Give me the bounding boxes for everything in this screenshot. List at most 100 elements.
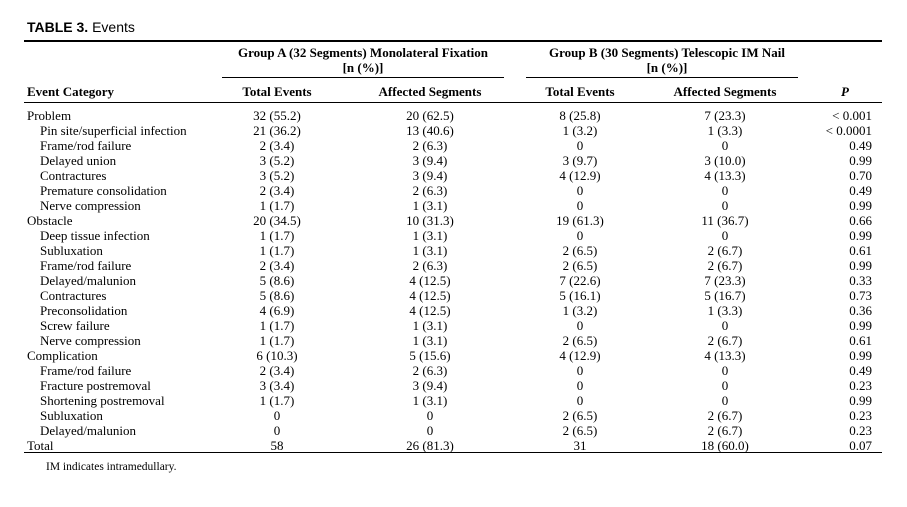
table-number: TABLE 3.	[27, 19, 89, 35]
col-b-total-events: Total Events	[545, 84, 615, 99]
cell-event-category: Frame/rod failure	[40, 138, 132, 153]
cell-a-affected: 2 (6.3)	[412, 183, 448, 198]
table-row: Problem 32 (55.2) 20 (62.5) 8 (25.8) 7 (23.3…	[0, 108, 907, 123]
cell-p-value: 0.23	[849, 408, 872, 423]
cell-a-total: 3 (5.2)	[259, 153, 295, 168]
cell-b-total: 1 (3.2)	[562, 123, 598, 138]
cell-a-total: 2 (3.4)	[259, 183, 295, 198]
cell-b-total: 2 (6.5)	[562, 243, 598, 258]
cell-b-total: 5 (16.1)	[559, 288, 601, 303]
cell-a-affected: 0	[426, 423, 434, 438]
table-row: Contractures 5 (8.6) 4 (12.5) 5 (16.1) 5 (16…	[0, 288, 907, 303]
cell-a-affected: 4 (12.5)	[409, 303, 451, 318]
col-event-category: Event Category	[27, 84, 115, 99]
table-row: Total 58 26 (81.3) 31 18 (60.0) 0.07	[0, 438, 907, 453]
cell-p-value: 0.49	[849, 183, 872, 198]
cell-p-value: 0.49	[849, 363, 872, 378]
cell-event-category: Total	[27, 438, 54, 453]
cell-b-affected: 0	[721, 228, 729, 243]
cell-a-total: 2 (3.4)	[259, 138, 295, 153]
cell-event-category: Subluxation	[40, 243, 103, 258]
cell-a-total: 20 (34.5)	[253, 213, 301, 228]
cell-b-total: 0	[576, 228, 584, 243]
col-p-value: P	[841, 84, 849, 99]
group-b-rule	[526, 77, 798, 78]
cell-b-total: 19 (61.3)	[556, 213, 604, 228]
cell-a-affected: 2 (6.3)	[412, 138, 448, 153]
cell-b-total: 0	[576, 318, 584, 333]
cell-b-total: 2 (6.5)	[562, 333, 598, 348]
cell-p-value: 0.66	[849, 213, 872, 228]
cell-p-value: 0.61	[849, 333, 872, 348]
cell-a-total: 5 (8.6)	[259, 273, 295, 288]
cell-a-affected: 3 (9.4)	[412, 168, 448, 183]
cell-a-total: 1 (1.7)	[259, 198, 295, 213]
cell-b-total: 3 (9.7)	[562, 153, 598, 168]
cell-p-value: 0.07	[849, 438, 872, 453]
cell-event-category: Preconsolidation	[40, 303, 128, 318]
cell-b-affected: 18 (60.0)	[701, 438, 749, 453]
cell-event-category: Complication	[27, 348, 98, 363]
table-row: Frame/rod failure 2 (3.4) 2 (6.3) 0 0 0.49	[0, 138, 907, 153]
cell-b-affected: 7 (23.3)	[704, 108, 746, 123]
cell-b-affected: 0	[721, 183, 729, 198]
cell-event-category: Frame/rod failure	[40, 258, 132, 273]
cell-event-category: Frame/rod failure	[40, 363, 132, 378]
cell-b-affected: 2 (6.7)	[707, 423, 743, 438]
top-rule	[24, 40, 882, 42]
cell-b-affected: 2 (6.7)	[707, 243, 743, 258]
cell-p-value: 0.33	[849, 273, 872, 288]
cell-b-total: 2 (6.5)	[562, 408, 598, 423]
cell-a-total: 32 (55.2)	[253, 108, 301, 123]
cell-a-total: 2 (3.4)	[259, 363, 295, 378]
table-row: Complication 6 (10.3) 5 (15.6) 4 (12.9) 4 (1…	[0, 348, 907, 363]
table-row: Obstacle 20 (34.5) 10 (31.3) 19 (61.3) 11 (3…	[0, 213, 907, 228]
group-b-header: Group B (30 Segments) Telescopic IM Nail…	[526, 45, 808, 75]
cell-b-total: 31	[573, 438, 587, 453]
table-row: Delayed union 3 (5.2) 3 (9.4) 3 (9.7) 3 (10.…	[0, 153, 907, 168]
cell-p-value: 0.70	[849, 168, 872, 183]
table-row: Contractures 3 (5.2) 3 (9.4) 4 (12.9) 4 (13.…	[0, 168, 907, 183]
bottom-rule	[24, 452, 882, 453]
cell-b-total: 1 (3.2)	[562, 303, 598, 318]
cell-a-total: 6 (10.3)	[256, 348, 298, 363]
cell-a-affected: 2 (6.3)	[412, 363, 448, 378]
table-row: Subluxation 1 (1.7) 1 (3.1) 2 (6.5) 2 (6.7) 0…	[0, 243, 907, 258]
cell-p-value: 0.23	[849, 378, 872, 393]
table-row: Delayed/malunion 5 (8.6) 4 (12.5) 7 (22.6) 7…	[0, 273, 907, 288]
cell-a-affected: 10 (31.3)	[406, 213, 454, 228]
cell-event-category: Shortening postremoval	[40, 393, 165, 408]
cell-a-affected: 13 (40.6)	[406, 123, 454, 138]
col-a-total-events: Total Events	[242, 84, 312, 99]
table-caption: Events	[92, 19, 135, 35]
table-row: Frame/rod failure 2 (3.4) 2 (6.3) 0 0 0.49	[0, 363, 907, 378]
cell-b-affected: 0	[721, 318, 729, 333]
cell-a-affected: 5 (15.6)	[409, 348, 451, 363]
cell-b-total: 0	[576, 393, 584, 408]
cell-a-total: 2 (3.4)	[259, 258, 295, 273]
cell-b-affected: 0	[721, 198, 729, 213]
cell-a-affected: 3 (9.4)	[412, 378, 448, 393]
cell-event-category: Pin site/superficial infection	[40, 123, 187, 138]
table-row: Screw failure 1 (1.7) 1 (3.1) 0 0 0.99	[0, 318, 907, 333]
cell-event-category: Contractures	[40, 168, 107, 183]
cell-a-affected: 1 (3.1)	[412, 333, 448, 348]
group-a-unit: [n (%)]	[342, 60, 384, 75]
table-row: Nerve compression 1 (1.7) 1 (3.1) 0 0 0.99	[0, 198, 907, 213]
cell-a-total: 1 (1.7)	[259, 393, 295, 408]
cell-b-total: 0	[576, 198, 584, 213]
cell-a-affected: 1 (3.1)	[412, 393, 448, 408]
table-row: Pin site/superficial infection 21 (36.2) 1…	[0, 123, 907, 138]
cell-b-affected: 11 (36.7)	[701, 213, 749, 228]
cell-p-value: 0.99	[849, 258, 872, 273]
cell-p-value: 0.73	[849, 288, 872, 303]
cell-event-category: Delayed union	[40, 153, 117, 168]
cell-b-affected: 2 (6.7)	[707, 258, 743, 273]
cell-b-total: 8 (25.8)	[559, 108, 601, 123]
table-row: Shortening postremoval 1 (1.7) 1 (3.1) 0 0 0.…	[0, 393, 907, 408]
cell-b-total: 4 (12.9)	[559, 348, 601, 363]
cell-b-total: 0	[576, 138, 584, 153]
cell-b-total: 0	[576, 363, 584, 378]
cell-a-total: 1 (1.7)	[259, 318, 295, 333]
cell-b-affected: 0	[721, 393, 729, 408]
